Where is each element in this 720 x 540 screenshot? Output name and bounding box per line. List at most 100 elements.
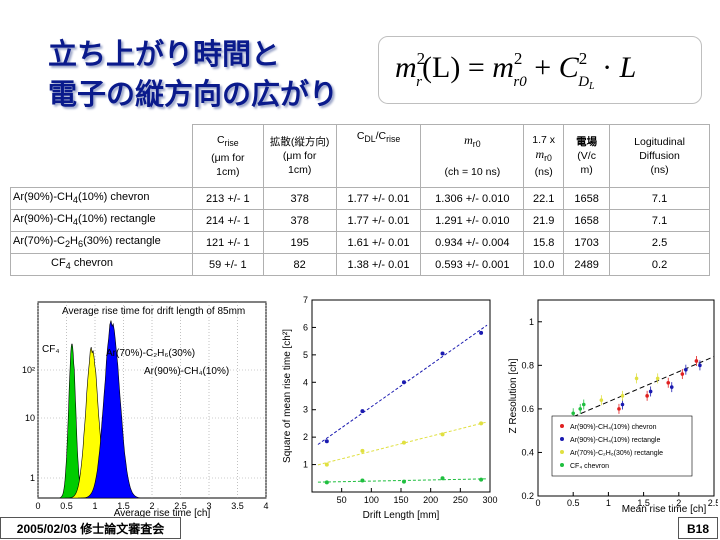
zres-ytick-label: 0.4: [521, 447, 534, 457]
table-cell: 7.1: [609, 209, 710, 232]
col-header-field: 電場 (V/c m): [563, 124, 611, 188]
drift-ticks: 50 100 150 200 250 300 1 2 3 4 5 6 7: [303, 295, 498, 505]
zres-legend-marker: [560, 463, 564, 467]
zres-data-point: [684, 367, 688, 372]
drift-data-point: [440, 432, 445, 437]
table-cell: 1658: [563, 187, 611, 210]
zres-ylabel: Z Resolution [ch]: [508, 358, 519, 433]
table-cell: 2.5: [609, 231, 710, 254]
drift-xtick-label: 50: [337, 495, 347, 505]
footer-page-number: B18: [678, 517, 718, 539]
drift-fit-line: [317, 478, 488, 483]
zres-legend-label: Ar(90%)-CH₄(10%) chevron: [570, 424, 657, 431]
footer-date: 2005/02/03 修士論文審査会: [0, 517, 181, 539]
table-cell: 195: [262, 231, 337, 254]
drift-ytick-label: 1: [303, 460, 308, 470]
parameter-table: Crise (μm for 1cm) 拡散(縦方向) (μm for 1cm) CD…: [10, 124, 710, 276]
title-line-1: 立ち上がり時間と: [48, 37, 281, 71]
histogram-label-ar-c2h6: Ar(70%)-C₂H₆(30%): [106, 348, 195, 359]
zres-legend-marker: [560, 450, 564, 454]
histogram-ytick-label: 10²: [22, 365, 35, 375]
formula-box: m2r(L) = m2r0 + C2DL · L: [378, 36, 702, 104]
histogram-xtick-label: 3: [206, 501, 211, 511]
zres-legend-label: Ar(90%)-CH₄(10%) rectangle: [570, 437, 660, 444]
zres-legend-label: Ar(70%)-C₂H₆(30%) rectangle: [570, 450, 663, 457]
table-cell: 121 +/- 1: [191, 231, 264, 254]
table-cell: 1658: [563, 209, 611, 232]
histogram-xtick-label: 0: [35, 501, 40, 511]
table-cell: 82: [262, 253, 337, 276]
drift-data-point: [360, 478, 365, 483]
col-header-cdl-ratio: CDL/Crise: [335, 124, 422, 188]
zres-data-point: [694, 359, 699, 363]
histogram-ytick-label: 10: [25, 413, 35, 423]
table-row: CF4 chevron 59 +/- 1 82 1.38 +/- 0.01 0.…: [10, 253, 710, 276]
drift-data-point: [324, 439, 329, 444]
zres-xtick-label: 0.5: [567, 498, 580, 508]
zres-legend-label: CF₄ chevron: [570, 463, 609, 470]
drift-plot-area: [311, 299, 491, 493]
drift-xtick-label: 200: [423, 495, 438, 505]
table-cell: 0.593 +/- 0.001: [420, 253, 525, 276]
zres-xtick-label: 2.5: [708, 498, 718, 508]
zres-ytick-label: 1: [529, 317, 534, 327]
zres-data-point: [666, 380, 671, 385]
table-row: Ar(90%)-CH4(10%) chevron 213 +/- 1 378 1…: [10, 187, 710, 210]
drift-ytick-label: 2: [303, 432, 308, 442]
table-cell: 1.291 +/- 0.010: [420, 209, 525, 232]
histogram-xtick-label: 2.5: [174, 501, 187, 511]
zres-data-point: [645, 394, 649, 398]
table-cell: 7.1: [609, 187, 710, 210]
table-header-row: Crise (μm for 1cm) 拡散(縦方向) (μm for 1cm) CD…: [10, 124, 710, 188]
zres-data-point: [698, 363, 702, 368]
table-cell: 0.934 +/- 0.004: [420, 231, 525, 254]
zres-xtick-label: 2: [676, 498, 681, 508]
table-row: Ar(90%)-CH4(10%) rectangle 214 +/- 1 378…: [10, 209, 710, 232]
row-label: Ar(90%)-CH4(10%) rectangle: [10, 209, 193, 232]
histogram-xtick-label: 2: [149, 501, 154, 511]
col-header-long-diffusion: Logitudinal Diffusion (ns): [609, 124, 710, 188]
drift-xlabel: Drift Length [mm]: [363, 510, 440, 521]
table-cell: 59 +/- 1: [191, 253, 264, 276]
drift-data-point: [479, 477, 484, 482]
zres-xtick-label: 1: [606, 498, 611, 508]
histogram-grid: [37, 302, 267, 498]
col-header-crise: Crise (μm for 1cm): [191, 124, 264, 188]
zres-xtick-label: 1.5: [637, 498, 650, 508]
histogram-xtick-label: 4: [263, 501, 268, 511]
histogram-label-ar-ch4: Ar(90%)-CH₄(10%): [144, 366, 229, 377]
table-cell: 0.2: [609, 253, 710, 276]
drift-data-point: [440, 476, 445, 481]
zres-data-point: [617, 407, 621, 411]
zres-data-point: [634, 376, 639, 381]
drift-data-point: [440, 351, 445, 356]
row-label: Ar(90%)-CH4(10%) chevron: [10, 187, 193, 210]
zres-data-point: [599, 398, 604, 402]
zres-xlabel: Mean rise time [ch]: [622, 504, 707, 515]
histogram-series-fill: [77, 320, 147, 499]
drift-ytick-label: 5: [303, 350, 308, 360]
z-resolution-plot: 0 0.5 1 1.5 2 2.5 0.2 0.4 0.6 0.8 1 Ar(90%)-CH₄(10…: [508, 299, 718, 515]
histogram-ticks: 0 0.5 1 1.5 2 2.5 3 3.5 4 1 10 10²: [22, 365, 269, 511]
drift-ytick-label: 4: [303, 377, 308, 387]
drift-points: [324, 330, 484, 485]
histogram-xtick-label: 0.5: [60, 501, 73, 511]
zres-ticks: 0 0.5 1 1.5 2 2.5 0.2 0.4 0.6 0.8 1: [521, 317, 718, 508]
zres-data-point: [648, 389, 653, 394]
drift-data-point: [360, 409, 365, 414]
table-cell: 214 +/- 1: [191, 209, 264, 232]
drift-ytick-label: 6: [303, 322, 308, 332]
zres-data-point: [581, 402, 586, 407]
slide-title: 立ち上がり時間と 電子の縦方向の広がり: [48, 34, 338, 114]
table-cell: 1703: [563, 231, 611, 254]
zres-data-point: [620, 394, 625, 398]
zres-ytick-label: 0.8: [521, 360, 534, 370]
drift-xtick-label: 250: [453, 495, 468, 505]
histogram-ytick-label: 1: [30, 473, 35, 483]
zres-xtick-label: 0: [535, 498, 540, 508]
histogram-fills: [56, 320, 147, 499]
drift-length-plot: 50 100 150 200 250 300 1 2 3 4 5 6 7 Drift Length [m…: [282, 295, 498, 521]
zres-data-point: [571, 411, 575, 416]
table-cell: 1.61 +/- 0.01: [335, 231, 422, 254]
table-cell: 378: [262, 209, 337, 232]
